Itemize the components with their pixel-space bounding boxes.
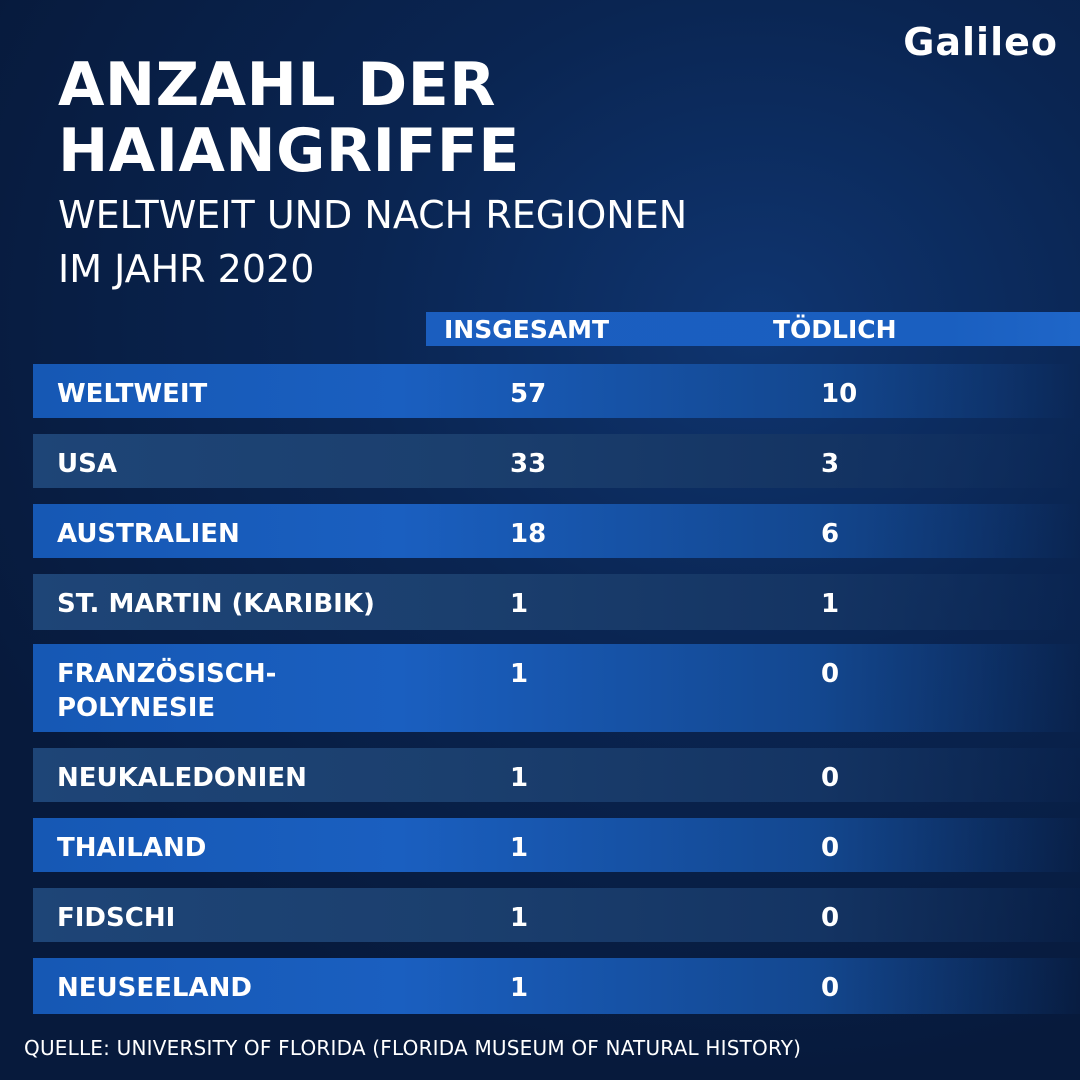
fatal-value: 10 bbox=[821, 379, 858, 409]
total-value: 1 bbox=[510, 589, 529, 619]
fatal-value: 0 bbox=[821, 659, 840, 689]
region-label: AUSTRALIEN bbox=[57, 519, 240, 549]
title-line-1: ANZAHL DER bbox=[58, 50, 496, 120]
subtitle-line-1: WELTWEIT UND NACH REGIONEN bbox=[58, 193, 688, 237]
region-label: USA bbox=[57, 449, 117, 479]
region-label: THAILAND bbox=[57, 833, 207, 863]
table-row: AUSTRALIEN 18 6 bbox=[33, 504, 1080, 558]
table-row: THAILAND 1 0 bbox=[33, 818, 1080, 872]
source-note: QUELLE: UNIVERSITY OF FLORIDA (FLORIDA M… bbox=[24, 1036, 802, 1060]
region-label: NEUKALEDONIEN bbox=[57, 763, 307, 793]
fatal-value: 0 bbox=[821, 903, 840, 933]
table-header: INSGESAMT TÖDLICH bbox=[426, 312, 1080, 346]
fatal-value: 0 bbox=[821, 763, 840, 793]
total-value: 33 bbox=[510, 449, 547, 479]
column-header-toedlich: TÖDLICH bbox=[773, 315, 897, 344]
table-row: ST. MARTIN (KARIBIK) 1 1 bbox=[33, 574, 1080, 630]
table-row: FRANZÖSISCH- POLYNESIE 1 0 bbox=[33, 644, 1080, 732]
total-value: 1 bbox=[510, 903, 529, 933]
table-row: NEUKALEDONIEN 1 0 bbox=[33, 748, 1080, 802]
total-value: 18 bbox=[510, 519, 547, 549]
fatal-value: 6 bbox=[821, 519, 840, 549]
subtitle-line-2: IM JAHR 2020 bbox=[58, 247, 315, 291]
total-value: 1 bbox=[510, 763, 529, 793]
total-value: 57 bbox=[510, 379, 547, 409]
fatal-value: 0 bbox=[821, 973, 840, 1003]
fatal-value: 0 bbox=[821, 833, 840, 863]
region-label: FIDSCHI bbox=[57, 903, 176, 933]
total-value: 1 bbox=[510, 973, 529, 1003]
region-label: FRANZÖSISCH- POLYNESIE bbox=[57, 659, 277, 723]
table-row: WELTWEIT 57 10 bbox=[33, 364, 1080, 418]
total-value: 1 bbox=[510, 659, 529, 689]
page-title: ANZAHL DER HAIANGRIFFE bbox=[58, 52, 520, 184]
fatal-value: 3 bbox=[821, 449, 840, 479]
region-label: WELTWEIT bbox=[57, 379, 208, 409]
page-subtitle: WELTWEIT UND NACH REGIONEN IM JAHR 2020 bbox=[58, 188, 687, 296]
total-value: 1 bbox=[510, 833, 529, 863]
column-header-insgesamt: INSGESAMT bbox=[444, 315, 610, 344]
galileo-logo: Galileo bbox=[903, 20, 1058, 64]
region-label: ST. MARTIN (KARIBIK) bbox=[57, 589, 375, 619]
title-line-2: HAIANGRIFFE bbox=[58, 116, 520, 186]
table-row: NEUSEELAND 1 0 bbox=[33, 958, 1080, 1014]
region-label: NEUSEELAND bbox=[57, 973, 252, 1003]
fatal-value: 1 bbox=[821, 589, 840, 619]
table-row: USA 33 3 bbox=[33, 434, 1080, 488]
table-row: FIDSCHI 1 0 bbox=[33, 888, 1080, 942]
